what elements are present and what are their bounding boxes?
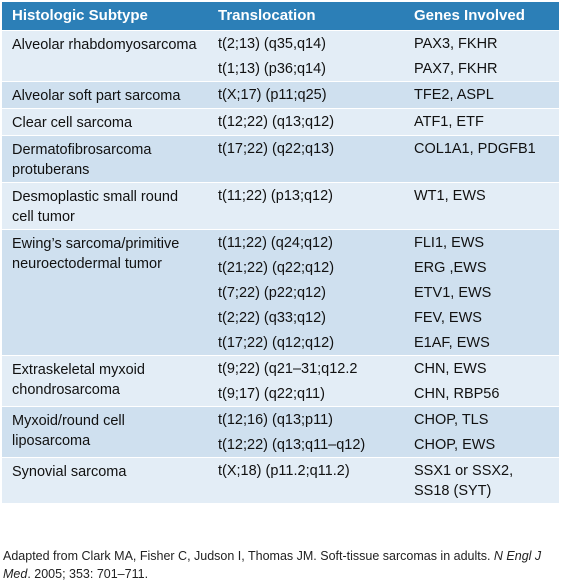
cell-histologic-subtype: Myxoid/round cell liposarcoma <box>2 406 208 458</box>
table-row: Synovial sarcoma t(X;18) (p11.2;q11.2) SSX… <box>2 457 559 503</box>
table-row: t(9;17) (q22;q11) CHN, RBP56 <box>2 381 559 407</box>
cell-histologic-subtype: Alveolar soft part sarcoma <box>2 81 208 109</box>
cell-translocation: t(7;22) (p22;q12) <box>208 280 404 305</box>
table-group: Synovial sarcoma t(X;18) (p11.2;q11.2) SSX… <box>2 457 559 503</box>
cell-translocation: t(21;22) (q22;q12) <box>208 255 404 280</box>
cell-translocation: t(1;13) (p36;q14) <box>208 56 404 82</box>
cell-genes-involved: COL1A1, PDGFB1 <box>404 135 559 183</box>
table-group: Desmoplastic small round cell tumor t(11;… <box>2 182 559 230</box>
cell-genes-involved: ERG ,EWS <box>404 255 559 280</box>
table-row: Ewing’s sarcoma/primitive neuroectoderma… <box>2 229 559 356</box>
header-row: Histologic Subtype Translocation Genes I… <box>2 2 559 31</box>
table-row: Clear cell sarcoma t(12;22) (q13;q12) ATF1… <box>2 108 559 136</box>
cell-genes-involved: SSX1 or SSX2, SS18 (SYT) <box>404 457 559 503</box>
table-group: Myxoid/round cell liposarcoma t(12;16) (q… <box>2 406 559 458</box>
cell-genes-involved: E1AF, EWS <box>404 330 559 356</box>
cell-translocation: t(12;22) (q13;q12) <box>208 108 404 136</box>
cell-genes-involved: FEV, EWS <box>404 305 559 330</box>
table-row: t(12;22) (q13;q11–q12) CHOP, EWS <box>2 432 559 458</box>
table-group: Dermatofibrosarcoma protuberans t(17;22) … <box>2 135 559 183</box>
cell-genes-involved: PAX3, FKHR <box>404 30 559 56</box>
table-row: Desmoplastic small round cell tumor t(11;… <box>2 182 559 230</box>
cell-translocation: t(12;16) (q13;p11) <box>208 406 404 432</box>
table-group: Alveolar rhabdomyosarcoma t(2;13) (q35,q1… <box>2 30 559 82</box>
table-row: t(1;13) (p36;q14) PAX7, FKHR <box>2 56 559 82</box>
cell-translocation: t(X;18) (p11.2;q11.2) <box>208 457 404 503</box>
cell-translocation: t(11;22) (q24;q12) <box>208 229 404 255</box>
header-histologic-subtype: Histologic Subtype <box>2 2 208 31</box>
cell-genes-involved: CHN, RBP56 <box>404 381 559 407</box>
table-row: Alveolar soft part sarcoma t(X;17) (p11;q… <box>2 81 559 109</box>
cell-histologic-subtype: Dermatofibrosarcoma protuberans <box>2 135 208 183</box>
footnote-text-after: . 2005; 353: 701–711. <box>27 567 149 581</box>
header-genes-involved: Genes Involved <box>404 2 559 31</box>
cell-genes-involved: CHOP, TLS <box>404 406 559 432</box>
cell-genes-involved: PAX7, FKHR <box>404 56 559 82</box>
table-header: Histologic Subtype Translocation Genes I… <box>2 2 559 31</box>
cell-translocation: t(11;22) (p13;q12) <box>208 182 404 230</box>
cell-translocation: t(17;22) (q22;q13) <box>208 135 404 183</box>
table-row: t(17;22) (q12;q12) E1AF, EWS <box>2 330 559 356</box>
cell-translocation: t(2;13) (q35,q14) <box>208 30 404 56</box>
footnote-journal: N Engl J Med <box>3 549 542 581</box>
cell-translocation: t(17;22) (q12;q12) <box>208 330 404 356</box>
cell-histologic-subtype: Extraskeletal myxoid chondrosarcoma <box>2 355 208 407</box>
table-row: t(2;22) (q33;q12) FEV, EWS <box>2 305 559 330</box>
cell-histologic-subtype: Alveolar rhabdomyosarcoma <box>2 30 208 82</box>
table-group: Clear cell sarcoma t(12;22) (q13;q12) ATF1… <box>2 108 559 136</box>
cell-genes-involved: ETV1, EWS <box>404 280 559 305</box>
footnote-text-before: Adapted from Clark MA, Fisher C, Judson … <box>3 549 494 563</box>
cell-translocation: t(X;17) (p11;q25) <box>208 81 404 109</box>
cell-translocation: t(12;22) (q13;q11–q12) <box>208 432 404 458</box>
table-row: Extraskeletal myxoid chondrosarcoma t(9;2… <box>2 355 559 407</box>
cell-translocation: t(9;17) (q22;q11) <box>208 381 404 407</box>
source-footnote: Adapted from Clark MA, Fisher C, Judson … <box>3 547 555 583</box>
cell-histologic-subtype: Desmoplastic small round cell tumor <box>2 182 208 230</box>
cell-histologic-subtype: Clear cell sarcoma <box>2 108 208 136</box>
table-row: t(7;22) (p22;q12) ETV1, EWS <box>2 280 559 305</box>
cell-genes-involved: FLI1, EWS <box>404 229 559 255</box>
translocation-table: Histologic Subtype Translocation Genes I… <box>2 2 559 503</box>
cell-histologic-subtype: Ewing’s sarcoma/primitive neuroectoderma… <box>2 229 208 356</box>
table-row: t(21;22) (q22;q12) ERG ,EWS <box>2 255 559 280</box>
cell-genes-involved: WT1, EWS <box>404 182 559 230</box>
header-translocation: Translocation <box>208 2 404 31</box>
table-group: Ewing’s sarcoma/primitive neuroectoderma… <box>2 229 559 356</box>
table-row: Alveolar rhabdomyosarcoma t(2;13) (q35,q1… <box>2 30 559 82</box>
table-row: Dermatofibrosarcoma protuberans t(17;22) … <box>2 135 559 183</box>
cell-translocation: t(9;22) (q21–31;q12.2 <box>208 355 404 381</box>
cell-genes-involved: ATF1, ETF <box>404 108 559 136</box>
cell-histologic-subtype: Synovial sarcoma <box>2 457 208 503</box>
cell-genes-involved: CHN, EWS <box>404 355 559 381</box>
table-row: Myxoid/round cell liposarcoma t(12;16) (q… <box>2 406 559 458</box>
cell-genes-involved: CHOP, EWS <box>404 432 559 458</box>
cell-translocation: t(2;22) (q33;q12) <box>208 305 404 330</box>
table-group: Extraskeletal myxoid chondrosarcoma t(9;2… <box>2 355 559 407</box>
table-group: Alveolar soft part sarcoma t(X;17) (p11;q… <box>2 81 559 109</box>
cell-genes-involved: TFE2, ASPL <box>404 81 559 109</box>
